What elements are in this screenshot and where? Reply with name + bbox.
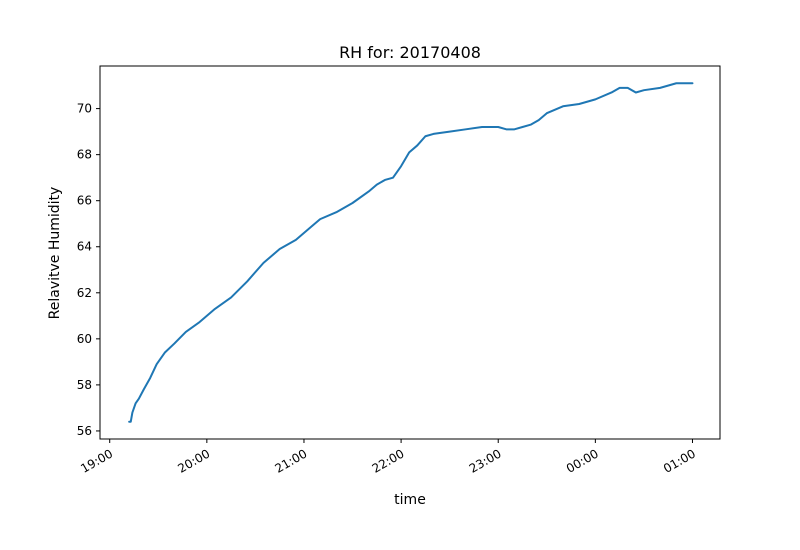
series-line — [128, 82, 694, 423]
y-axis-label: Relavitve Humidity — [47, 187, 63, 320]
y-tick-label: 70 — [77, 102, 92, 116]
y-tick-label: 64 — [77, 240, 92, 254]
x-axis-label: time — [394, 492, 426, 508]
plot-frame — [99, 65, 721, 440]
y-tick-label: 66 — [77, 194, 92, 208]
y-tick-label: 60 — [77, 332, 92, 346]
y-tick-label: 68 — [77, 148, 92, 162]
y-tick-label: 62 — [77, 286, 92, 300]
chart-title: RH for: 20170408 — [339, 43, 481, 62]
y-tick-label: 58 — [77, 378, 92, 392]
y-tick-label: 56 — [77, 424, 92, 438]
